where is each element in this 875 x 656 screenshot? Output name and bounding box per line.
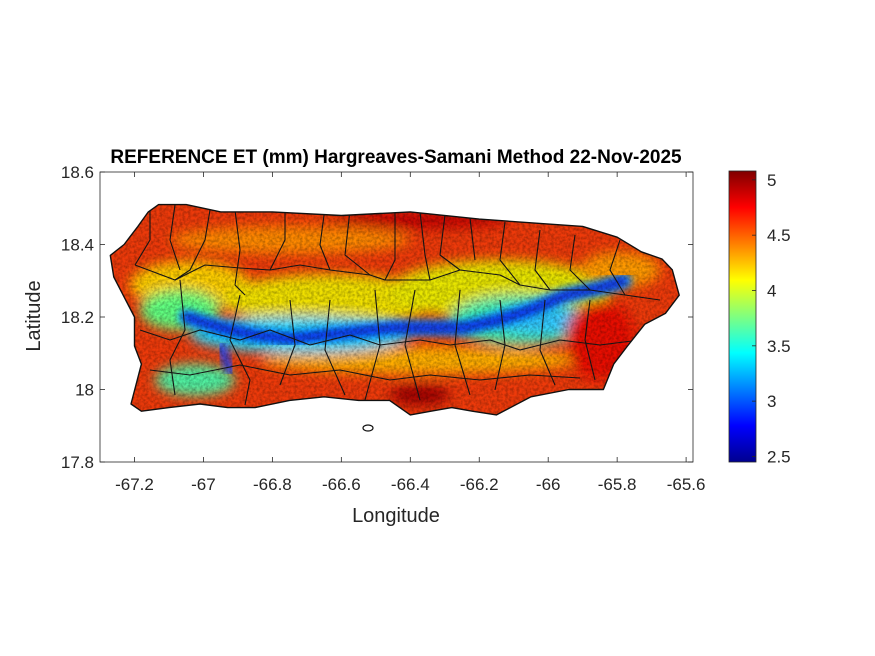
boundary-line <box>534 229 551 291</box>
x-tick-label: -65.8 <box>598 475 637 494</box>
boundary-line <box>499 221 521 286</box>
y-axis-label: Latitude <box>23 280 45 351</box>
municipality-boundaries <box>134 204 661 406</box>
boundary-line <box>134 207 151 266</box>
colorbar-tick-label: 3.5 <box>767 337 791 356</box>
x-tick-label: -66.6 <box>322 475 361 494</box>
x-tick-label: -66.8 <box>253 475 292 494</box>
colorbar-tick-label: 3 <box>767 392 776 411</box>
boundary-line <box>269 210 286 271</box>
boundary-line <box>404 289 421 401</box>
x-tick-label: -66 <box>536 475 561 494</box>
boundary-line <box>609 239 626 296</box>
x-axis-ticks: -67.2 -67 -66.8 -66.6 -66.4 -66.2 -66 -65.8 -65.… <box>115 172 705 494</box>
y-tick-label: 18 <box>75 381 94 400</box>
colorbar-tick-label: 2.5 <box>767 447 791 466</box>
boundary-line <box>229 294 251 406</box>
x-tick-label: -67.2 <box>115 475 154 494</box>
boundary-line <box>324 299 346 396</box>
boundary-line <box>569 234 591 291</box>
coastline <box>109 203 680 416</box>
boundary-line <box>384 212 396 281</box>
colorbar-tick-label: 4 <box>767 281 776 300</box>
y-tick-label: 18.2 <box>61 308 94 327</box>
boundary-line <box>419 211 431 281</box>
x-tick-label: -66.4 <box>391 475 430 494</box>
boundary-line <box>279 299 296 386</box>
y-tick-label: 18.6 <box>61 163 94 182</box>
x-tick-label: -67 <box>191 475 216 494</box>
colorbar: 2.5 3 3.5 4 4.5 5 <box>728 170 791 466</box>
y-tick-label: 18.4 <box>61 236 94 255</box>
et-field <box>110 204 680 415</box>
boundary-line <box>169 204 181 271</box>
x-axis-label: Longitude <box>352 505 440 527</box>
boundary-line <box>364 289 381 401</box>
boundary-line <box>584 299 596 381</box>
boundary-line <box>319 207 331 271</box>
boundary-line <box>469 217 476 261</box>
islet <box>362 424 374 432</box>
colorbar-tick-label: 4.5 <box>767 226 791 245</box>
x-tick-label: -66.2 <box>460 475 499 494</box>
y-axis-ticks: 17.8 18 18.2 18.4 18.6 <box>61 163 693 472</box>
colorbar-tick-label: 5 <box>767 171 776 190</box>
colorbar-bar <box>728 170 757 463</box>
boundary-line <box>539 299 556 386</box>
boundary-line <box>174 209 211 281</box>
y-tick-label: 17.8 <box>61 453 94 472</box>
x-tick-label: -65.6 <box>667 475 706 494</box>
chart-title: REFERENCE ET (mm) Hargreaves-Samani Meth… <box>110 147 682 168</box>
boundary-line <box>439 214 461 271</box>
colorbar-ticks: 2.5 3 3.5 4 4.5 5 <box>752 171 791 466</box>
boundary-line <box>134 264 661 301</box>
boundary-line <box>169 279 186 396</box>
boundary-line <box>344 209 371 276</box>
boundary-line <box>149 364 581 381</box>
boundary-line <box>494 299 506 391</box>
